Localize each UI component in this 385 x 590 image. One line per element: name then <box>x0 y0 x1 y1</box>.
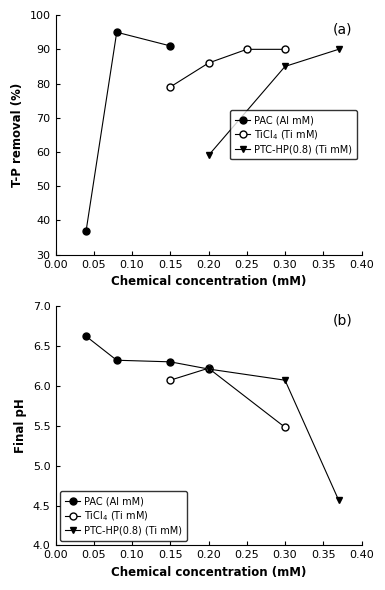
Line: TiCl$_4$ (Ti mM): TiCl$_4$ (Ti mM) <box>167 46 288 90</box>
PAC (Al mM) <box>114 357 119 364</box>
PAC (Al mM) <box>84 333 89 340</box>
Y-axis label: T-P removal (%): T-P removal (%) <box>11 83 24 187</box>
Line: PTC-HP(0.8) (Ti mM): PTC-HP(0.8) (Ti mM) <box>205 366 342 503</box>
PTC-HP(0.8) (Ti mM) <box>283 63 287 70</box>
PTC-HP(0.8) (Ti mM) <box>283 376 287 384</box>
Line: TiCl$_4$ (Ti mM): TiCl$_4$ (Ti mM) <box>167 365 288 431</box>
PTC-HP(0.8) (Ti mM) <box>336 46 341 53</box>
TiCl$_4$ (Ti mM) <box>244 46 249 53</box>
PAC (Al mM) <box>206 365 211 372</box>
TiCl$_4$ (Ti mM) <box>283 46 287 53</box>
Text: (a): (a) <box>333 22 352 37</box>
X-axis label: Chemical concentration (mM): Chemical concentration (mM) <box>111 275 306 288</box>
TiCl$_4$ (Ti mM) <box>283 424 287 431</box>
PTC-HP(0.8) (Ti mM) <box>336 496 341 503</box>
PAC (Al mM) <box>84 227 89 234</box>
Line: PAC (Al mM): PAC (Al mM) <box>83 333 212 372</box>
PTC-HP(0.8) (Ti mM) <box>206 365 211 372</box>
TiCl$_4$ (Ti mM) <box>168 376 172 384</box>
PAC (Al mM) <box>114 29 119 36</box>
TiCl$_4$ (Ti mM) <box>206 60 211 67</box>
Text: (b): (b) <box>333 313 352 327</box>
Y-axis label: Final pH: Final pH <box>14 398 27 453</box>
PAC (Al mM) <box>168 358 172 365</box>
PTC-HP(0.8) (Ti mM) <box>206 152 211 159</box>
Line: PTC-HP(0.8) (Ti mM): PTC-HP(0.8) (Ti mM) <box>205 46 342 159</box>
PAC (Al mM) <box>168 42 172 50</box>
X-axis label: Chemical concentration (mM): Chemical concentration (mM) <box>111 566 306 579</box>
TiCl$_4$ (Ti mM) <box>168 83 172 90</box>
TiCl$_4$ (Ti mM) <box>206 365 211 372</box>
Legend: PAC (Al mM), TiCl$_4$ (Ti mM), PTC-HP(0.8) (Ti mM): PAC (Al mM), TiCl$_4$ (Ti mM), PTC-HP(0.… <box>231 110 357 159</box>
Line: PAC (Al mM): PAC (Al mM) <box>83 29 174 234</box>
Legend: PAC (Al mM), TiCl$_4$ (Ti mM), PTC-HP(0.8) (Ti mM): PAC (Al mM), TiCl$_4$ (Ti mM), PTC-HP(0.… <box>60 491 187 540</box>
